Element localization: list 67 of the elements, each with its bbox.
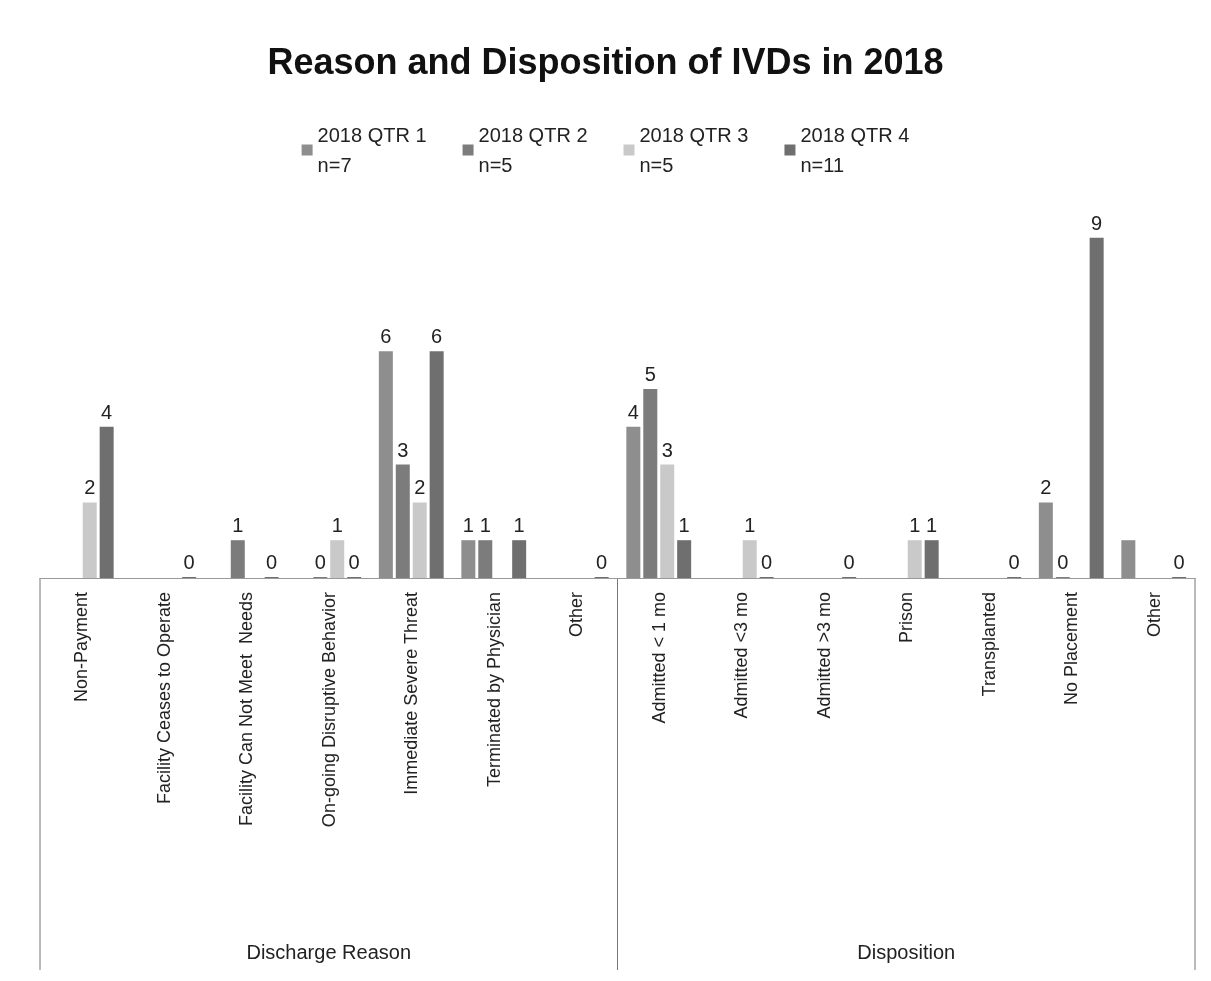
data-label: 0 xyxy=(843,551,855,573)
data-label: 1 xyxy=(909,514,921,537)
data-label: 1 xyxy=(479,514,491,537)
data-label: 1 xyxy=(678,514,690,537)
data-label: 1 xyxy=(331,514,343,537)
x-tick-label: Facility Ceases to Operate xyxy=(153,592,174,805)
x-tick-label: Terminated by Physician xyxy=(483,592,504,788)
bar xyxy=(643,389,658,578)
bar xyxy=(924,540,939,578)
x-tick-label: On-going Disruptive Behavior xyxy=(318,592,339,828)
data-label: 0 xyxy=(1057,551,1069,573)
bar xyxy=(330,540,345,578)
data-label: 1 xyxy=(462,514,474,537)
data-label: 0 xyxy=(1173,551,1185,573)
data-label: 2 xyxy=(1040,476,1052,499)
data-label: 0 xyxy=(761,551,773,573)
data-label: 1 xyxy=(744,514,756,537)
bar xyxy=(99,426,114,578)
bar xyxy=(82,502,97,578)
data-label: 3 xyxy=(397,438,409,461)
bar xyxy=(230,540,245,578)
legend-label: 2018 QTR 4 n=11 xyxy=(800,124,910,176)
x-tick-label: Prison xyxy=(896,592,917,644)
x-tick-label: Transplanted xyxy=(978,592,999,697)
bar xyxy=(512,540,527,578)
data-label: 0 xyxy=(183,551,195,573)
data-label: 2 xyxy=(84,476,96,499)
legend-label: 2018 QTR 3 n=5 xyxy=(639,124,749,176)
bar xyxy=(907,540,922,578)
bar xyxy=(742,540,757,578)
legend-label: 2018 QTR 1 n=7 xyxy=(317,124,427,176)
data-label: 3 xyxy=(661,438,673,461)
x-tick-label: No Placement xyxy=(1061,592,1082,706)
x-tick-label: Admitted < 1 mo xyxy=(648,592,669,724)
bar xyxy=(395,464,410,578)
bar xyxy=(478,540,493,578)
text: Disposition xyxy=(857,941,956,963)
data-label: 0 xyxy=(314,551,326,573)
data-label: 1 xyxy=(513,514,525,537)
x-tick-label: Other xyxy=(1143,592,1164,638)
text: Discharge Reason xyxy=(246,941,412,963)
data-label: 1 xyxy=(232,514,244,537)
data-label: 0 xyxy=(348,551,360,573)
bar xyxy=(660,464,675,578)
x-tick-label: Admitted >3 mo xyxy=(813,592,834,719)
data-label: 6 xyxy=(431,325,443,348)
data-label: 0 xyxy=(1008,551,1020,573)
data-label: 5 xyxy=(644,363,656,385)
x-tick-label: Other xyxy=(566,592,587,638)
x-tick-label: Facility Can Not Meet Needs xyxy=(236,592,257,827)
chart-title: Reason and Disposition of IVDs in 2018 xyxy=(267,40,944,82)
bar xyxy=(429,351,444,578)
bar xyxy=(1089,237,1104,578)
data-label: 6 xyxy=(380,325,392,348)
x-tick-label: Admitted <3 mo xyxy=(731,592,752,719)
data-label: 0 xyxy=(596,551,608,573)
x-tick-label: Immediate Severe Threat xyxy=(401,592,422,795)
data-label: 4 xyxy=(101,400,113,423)
data-label: 1 xyxy=(926,514,938,537)
bar xyxy=(677,540,692,578)
data-label: 2 xyxy=(414,476,426,499)
legend-label: 2018 QTR 2 n=5 xyxy=(478,124,588,176)
data-label: 9 xyxy=(1091,211,1103,234)
data-label: 0 xyxy=(266,551,278,573)
bar xyxy=(412,502,427,578)
x-tick-label: Non-Payment xyxy=(71,592,92,703)
data-label: 4 xyxy=(627,400,639,423)
